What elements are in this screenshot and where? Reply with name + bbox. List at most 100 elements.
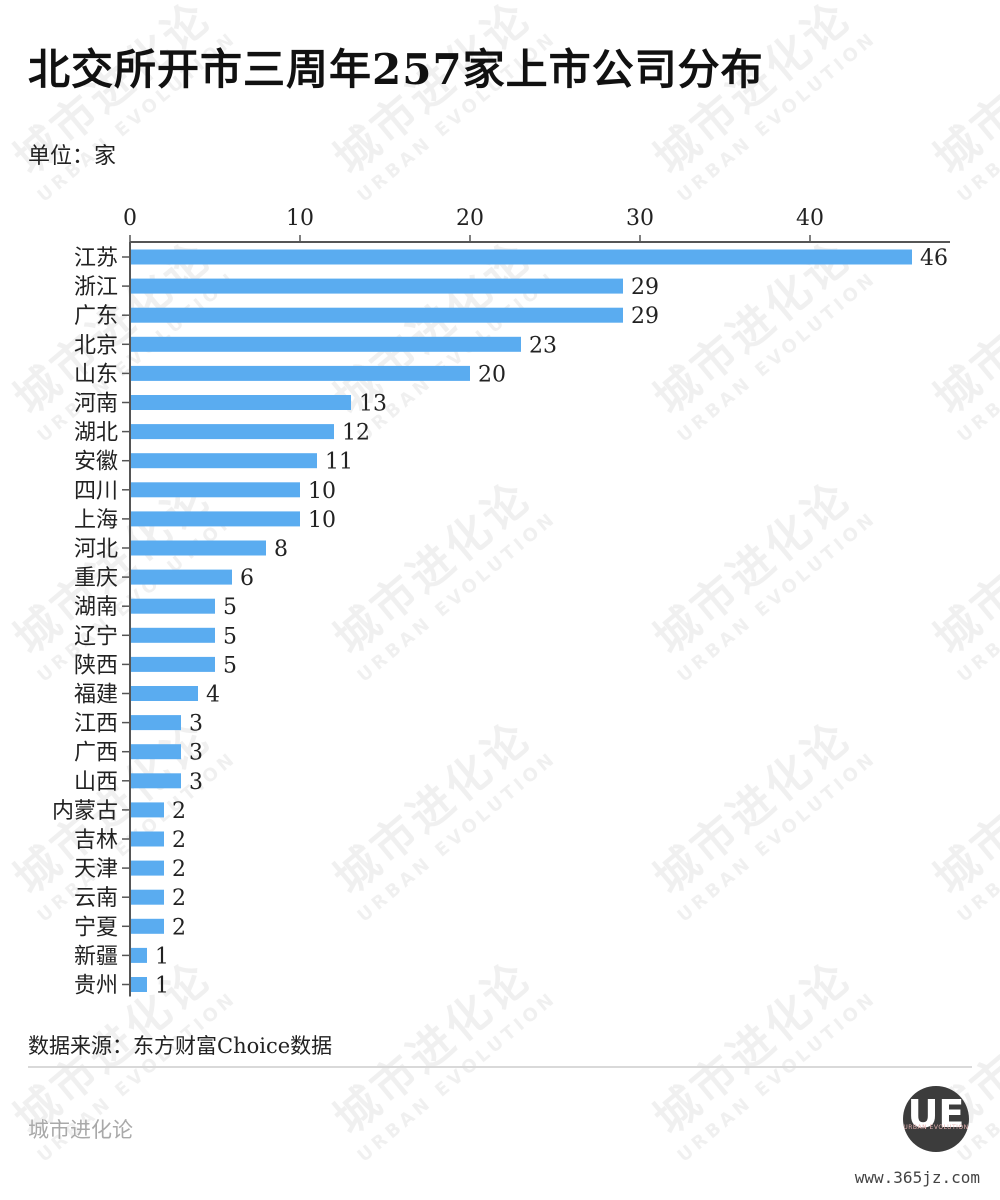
brand-name: 城市进化论 — [28, 1118, 133, 1142]
category-label: 河南 — [74, 392, 118, 417]
category-label: 辽宁 — [74, 624, 118, 649]
category-label: 广西 — [74, 741, 118, 766]
bar — [131, 482, 300, 498]
category-label: 安徽 — [74, 450, 118, 475]
value-label: 2 — [172, 857, 186, 882]
bar — [131, 947, 147, 963]
value-label: 2 — [172, 886, 186, 911]
value-label: 11 — [325, 450, 353, 475]
bar — [131, 656, 215, 672]
bar — [131, 598, 215, 614]
category-label: 云南 — [74, 886, 118, 911]
bar — [131, 802, 164, 818]
bar — [131, 424, 334, 440]
bar — [131, 511, 300, 527]
bar — [131, 686, 198, 701]
x-tick-label: 40 — [796, 206, 824, 231]
logo-mark: UE — [907, 1092, 965, 1136]
bar — [131, 918, 164, 934]
category-label: 陕西 — [74, 653, 118, 678]
bar — [131, 307, 623, 323]
category-label: 贵州 — [74, 974, 118, 999]
category-label: 江苏 — [74, 246, 118, 271]
bar — [131, 860, 164, 876]
bar — [131, 773, 181, 789]
value-label: 29 — [631, 275, 659, 300]
bar — [131, 889, 164, 905]
source-note: 数据来源：东方财富Choice数据 — [28, 1034, 333, 1058]
category-label: 湖北 — [74, 421, 118, 446]
watermark-en: URBAN EVOLUTION — [673, 987, 882, 1167]
bar — [131, 249, 912, 265]
bar — [131, 540, 266, 556]
value-label: 1 — [155, 944, 169, 969]
x-tick-label: 30 — [626, 206, 654, 231]
category-label: 宁夏 — [74, 915, 118, 940]
logo-subtext: URBAN EVOLUTION — [903, 1124, 969, 1131]
value-label: 3 — [189, 770, 203, 795]
value-label: 29 — [631, 304, 659, 329]
category-label: 山西 — [74, 770, 118, 795]
bar — [131, 831, 164, 847]
page-title: 北交所开市三周年257家上市公司分布 — [28, 45, 764, 94]
value-label: 46 — [920, 246, 948, 271]
value-label: 13 — [359, 392, 387, 417]
category-label: 天津 — [74, 857, 118, 882]
category-label: 吉林 — [74, 828, 118, 853]
bar — [131, 715, 181, 731]
value-label: 4 — [206, 683, 220, 708]
value-label: 3 — [189, 741, 203, 766]
value-label: 10 — [308, 508, 336, 533]
category-label: 湖南 — [74, 595, 118, 620]
x-tick-label: 10 — [286, 206, 314, 231]
value-label: 10 — [308, 479, 336, 504]
value-label: 2 — [172, 828, 186, 853]
bar — [131, 744, 181, 760]
category-label: 新疆 — [74, 944, 118, 969]
watermark-en: URBAN EVOLUTION — [953, 28, 1000, 207]
category-label: 北京 — [74, 333, 118, 358]
category-label: 河北 — [74, 537, 118, 562]
category-label: 四川 — [74, 479, 118, 504]
category-label: 内蒙古 — [52, 799, 118, 824]
value-label: 12 — [342, 421, 370, 446]
footer-divider — [28, 1066, 972, 1068]
value-label: 5 — [223, 624, 237, 649]
value-label: 2 — [172, 799, 186, 824]
value-label: 8 — [274, 537, 288, 562]
unit-label: 单位：家 — [28, 144, 117, 169]
category-label: 山东 — [74, 362, 118, 387]
bar — [131, 569, 232, 585]
value-label: 20 — [478, 362, 506, 387]
value-label: 1 — [155, 974, 169, 999]
category-label: 江西 — [74, 712, 118, 737]
category-label: 重庆 — [74, 566, 118, 591]
bar — [131, 278, 623, 294]
x-tick-label: 20 — [456, 206, 484, 231]
bar — [131, 336, 521, 352]
value-label: 3 — [189, 712, 203, 737]
watermark-zh: 城市进化论 — [924, 0, 1000, 185]
value-label: 5 — [223, 653, 237, 678]
bar — [131, 365, 470, 381]
site-url: www.365jz.com — [854, 1168, 980, 1187]
category-label: 浙江 — [74, 275, 118, 300]
value-label: 23 — [529, 333, 557, 358]
category-label: 福建 — [74, 683, 118, 708]
bar — [131, 395, 351, 410]
x-tick-label: 0 — [123, 206, 137, 231]
bar — [131, 453, 317, 469]
value-label: 6 — [240, 566, 254, 591]
value-label: 5 — [223, 595, 237, 620]
value-label: 2 — [172, 915, 186, 940]
bar — [131, 627, 215, 643]
bar — [131, 977, 147, 992]
category-label: 上海 — [74, 508, 118, 533]
category-label: 广东 — [74, 304, 118, 329]
watermark-en: URBAN EVOLUTION — [353, 987, 562, 1167]
